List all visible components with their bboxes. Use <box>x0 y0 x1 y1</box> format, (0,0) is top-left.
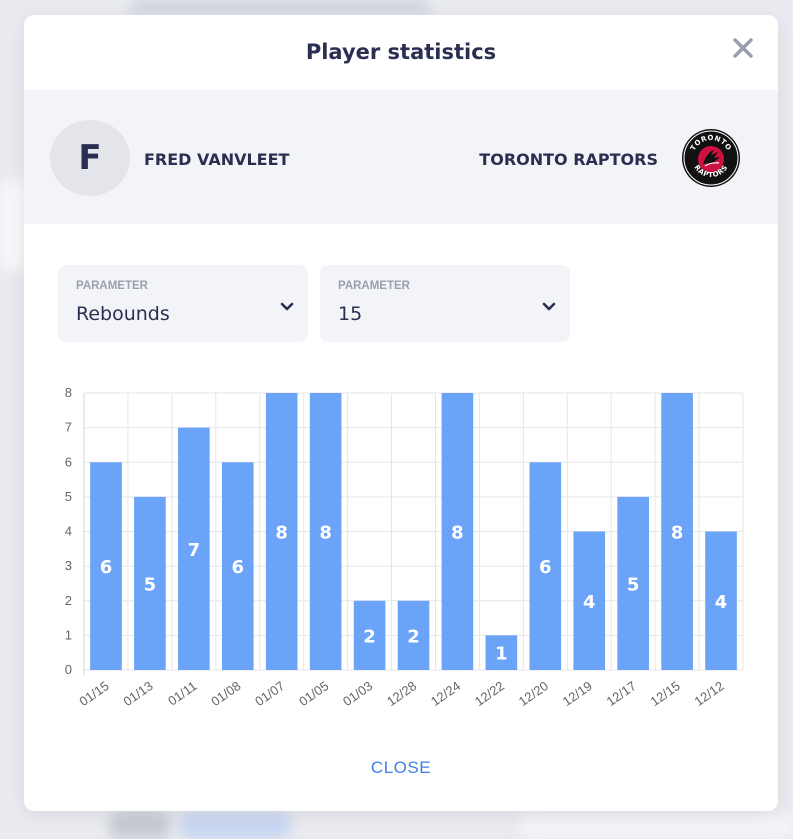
chevron-down-icon <box>542 302 556 311</box>
x-tick-label: 12/22 <box>472 678 507 709</box>
x-tick-label: 12/15 <box>648 678 683 709</box>
modal-title: Player statistics <box>305 40 497 64</box>
background-blur-bottom-1 <box>110 812 170 839</box>
x-tick-label: 12/19 <box>560 678 595 709</box>
bar <box>441 393 474 670</box>
bar-value-label: 6 <box>539 557 552 578</box>
select-value: 15 <box>338 303 363 325</box>
x-tick-label: 01/08 <box>208 678 243 709</box>
x-tick-label: 01/03 <box>340 678 375 709</box>
bar <box>661 393 693 670</box>
y-tick-label: 1 <box>65 627 72 642</box>
bar-value-label: 8 <box>275 523 288 544</box>
player-name: FRED VANVLEET <box>144 150 290 169</box>
y-tick-label: 6 <box>65 454 72 469</box>
x-tick-label: 12/28 <box>384 678 419 709</box>
x-tick-label: 12/12 <box>691 678 726 709</box>
modal-header: Player statistics <box>24 15 778 90</box>
y-tick-label: 3 <box>65 558 72 573</box>
x-tick-label: 01/13 <box>120 678 155 709</box>
bar-value-label: 2 <box>407 626 420 647</box>
rebounds-bar-chart: 0 1 2 3 4 5 6 7 8 6 01/15 5 01/13 7 01/11 6 01/08 8 01/07 8… <box>65 385 744 709</box>
x-tick-label: 12/17 <box>604 678 639 709</box>
y-tick-label: 2 <box>65 593 72 608</box>
x-tick-label: 12/20 <box>516 678 551 709</box>
bar-value-label: 8 <box>671 523 684 544</box>
bar-value-label: 5 <box>144 574 157 595</box>
bar-value-label: 4 <box>715 592 728 613</box>
background-blur-top <box>130 0 430 14</box>
select-label: PARAMETER <box>338 280 410 292</box>
bar <box>221 462 254 670</box>
bar <box>353 600 386 670</box>
bar-value-label: 1 <box>495 644 508 665</box>
parameter-select-games[interactable]: PARAMETER 15 <box>320 265 570 342</box>
bar <box>529 462 562 670</box>
bar <box>485 635 518 670</box>
team-logo-icon: TORONTO RAPTORS <box>681 128 741 188</box>
bar-value-label: 6 <box>232 557 245 578</box>
background-blur-bottom-3 <box>520 812 793 839</box>
bar-value-label: 5 <box>627 574 640 595</box>
y-tick-label: 0 <box>65 662 72 677</box>
y-tick-label: 5 <box>65 489 72 504</box>
close-icon[interactable] <box>730 35 756 61</box>
background-blur-bottom-2 <box>180 812 290 839</box>
y-tick-label: 7 <box>65 420 72 435</box>
select-label: PARAMETER <box>76 280 148 292</box>
x-tick-label: 01/11 <box>165 678 199 708</box>
y-tick-label: 8 <box>65 385 72 400</box>
bar-value-label: 7 <box>188 540 201 561</box>
player-statistics-modal: Player statistics F FRED VANVLEET TORONT… <box>24 15 778 811</box>
team-name: TORONTO RAPTORS <box>479 150 658 169</box>
bar-value-label: 2 <box>363 626 376 647</box>
x-tick-label: 01/05 <box>296 678 331 709</box>
bar <box>178 427 210 670</box>
y-tick-label: 4 <box>65 524 72 539</box>
bar <box>90 462 122 670</box>
bar-value-label: 8 <box>319 523 332 544</box>
bar <box>134 496 166 670</box>
bar-value-label: 4 <box>583 592 596 613</box>
bar-value-label: 8 <box>451 523 464 544</box>
bar <box>309 393 342 670</box>
close-button[interactable]: CLOSE <box>370 758 432 777</box>
bar-value-label: 6 <box>100 557 113 578</box>
chevron-down-icon <box>280 302 294 311</box>
select-value: Rebounds <box>76 303 170 325</box>
parameter-select-stat[interactable]: PARAMETER Rebounds <box>58 265 308 342</box>
bar <box>705 531 737 670</box>
bar <box>617 496 649 670</box>
x-tick-label: 12/24 <box>428 678 463 709</box>
bar <box>397 600 430 670</box>
avatar: F <box>50 120 130 196</box>
player-info-band: F FRED VANVLEET TORONTO RAPTORS <box>24 90 778 224</box>
bar <box>573 531 606 670</box>
x-tick-label: 01/07 <box>252 678 287 709</box>
bar <box>265 393 298 670</box>
x-tick-label: 01/15 <box>76 678 111 709</box>
